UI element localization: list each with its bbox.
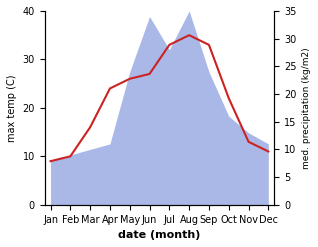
X-axis label: date (month): date (month): [118, 230, 201, 240]
Y-axis label: max temp (C): max temp (C): [7, 74, 17, 142]
Y-axis label: med. precipitation (kg/m2): med. precipitation (kg/m2): [302, 47, 311, 169]
